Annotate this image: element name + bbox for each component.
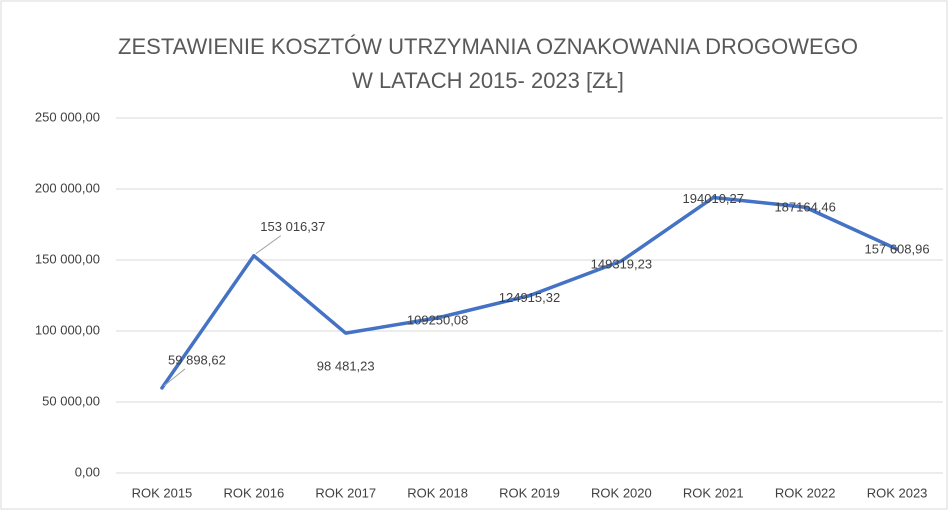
y-tick-label: 0,00 (75, 464, 100, 479)
x-tick-label: ROK 2022 (775, 485, 836, 500)
data-label: 109250,08 (407, 312, 468, 327)
x-tick-label: ROK 2023 (867, 485, 928, 500)
data-label: 187164,46 (774, 200, 835, 215)
y-tick-label: 150 000,00 (35, 251, 100, 266)
y-tick-label: 250 000,00 (35, 109, 100, 124)
x-tick-label: ROK 2020 (591, 485, 652, 500)
data-line (160, 195, 899, 390)
chart-title: W LATACH 2015- 2023 [ZŁ] (352, 68, 624, 93)
data-label: 157 608,96 (865, 242, 930, 257)
data-label: 59 898,62 (168, 352, 226, 367)
x-tick-label: ROK 2018 (407, 485, 468, 500)
data-label: 124915,32 (499, 290, 560, 305)
x-tick-label: ROK 2016 (223, 485, 284, 500)
x-tick-label: ROK 2017 (315, 485, 376, 500)
chart-title: ZESTAWIENIE KOSZTÓW UTRZYMANIA OZNAKOWAN… (118, 34, 858, 59)
data-label: 153 016,37 (260, 219, 325, 234)
leader-line (255, 235, 282, 255)
y-tick-label: 200 000,00 (35, 180, 100, 195)
x-tick-label: ROK 2019 (499, 485, 560, 500)
x-tick-label: ROK 2015 (132, 485, 193, 500)
y-tick-label: 100 000,00 (35, 322, 100, 337)
data-label: 98 481,23 (317, 359, 375, 374)
data-label: 194010,27 (683, 191, 744, 206)
data-label: 149319,23 (591, 256, 652, 271)
leader-line (163, 368, 186, 387)
y-tick-label: 50 000,00 (42, 393, 100, 408)
x-tick-label: ROK 2021 (683, 485, 744, 500)
